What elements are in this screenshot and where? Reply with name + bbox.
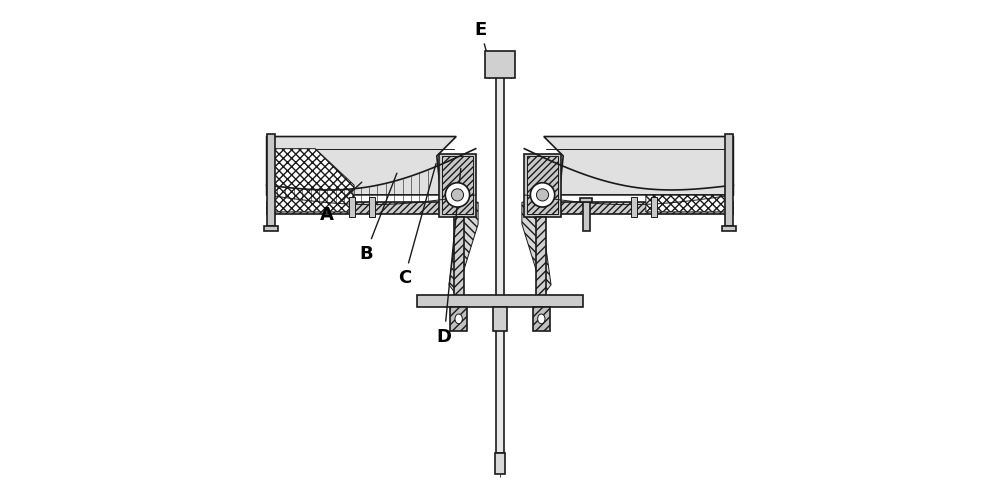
Bar [450,307,467,331]
Bar [536,217,546,307]
Text: D: D [437,169,461,345]
Bar [533,307,550,331]
Bar [495,453,505,474]
Polygon shape [449,203,478,295]
Bar [369,198,375,217]
Bar [524,154,561,217]
Bar [349,198,355,217]
Text: C: C [398,164,436,287]
Circle shape [445,183,470,207]
Bar [264,226,278,232]
Bar [454,217,464,307]
Text: E: E [474,21,493,76]
Circle shape [451,189,464,202]
Bar [267,135,275,227]
Bar [722,226,736,232]
Text: B: B [359,174,397,263]
Bar [485,52,515,79]
Ellipse shape [455,314,462,324]
Polygon shape [267,137,459,203]
Polygon shape [541,137,733,203]
Bar [580,199,592,203]
Bar [442,157,473,215]
Polygon shape [541,203,733,215]
Bar [651,198,657,217]
Bar [496,60,504,453]
Bar [725,135,733,227]
Text: A: A [320,183,362,224]
Polygon shape [646,149,731,212]
Bar [417,295,583,307]
Circle shape [536,189,549,202]
Bar [439,154,476,217]
Bar [631,198,637,217]
Bar [583,203,590,232]
Polygon shape [522,203,551,295]
Circle shape [530,183,555,207]
Polygon shape [267,203,459,215]
Bar [527,157,558,215]
Polygon shape [269,149,354,212]
Ellipse shape [538,314,545,324]
Bar [493,307,507,331]
